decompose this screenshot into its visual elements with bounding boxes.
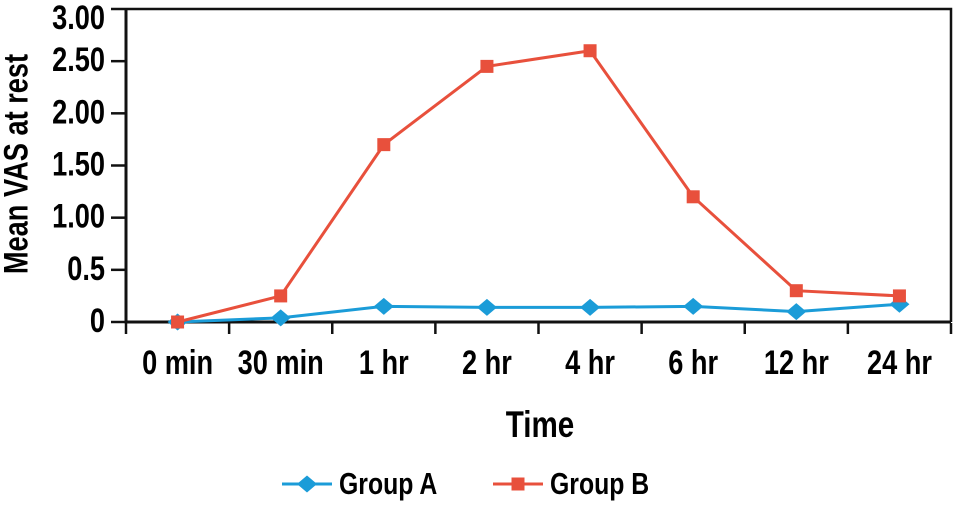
x-tick-label: 6 hr [668,343,718,382]
group-b-marker [274,289,288,303]
group-b-marker [892,289,906,303]
series-group-b [171,44,906,329]
group-a-marker [270,309,291,327]
group-a-marker [786,303,807,321]
y-axis-title: Mean VAS at rest [0,53,36,275]
legend-item-group-b: Group B [492,466,674,502]
legend-label-group-a: Group A [339,466,438,501]
group-a-marker [373,297,394,315]
y-tick-label: 0 [90,301,105,340]
legend: Group A Group B [0,466,955,502]
group-a-marker-icon [282,475,333,493]
x-tick-label: 24 hr [867,343,932,382]
group-a-line [177,302,900,324]
group-b-marker [583,44,597,58]
group-b-marker [686,190,700,204]
y-tick-label: 1.50 [52,145,105,184]
legend-item-group-a: Group A [281,466,462,502]
group-b-marker [171,315,185,329]
group-b-marker [377,138,391,152]
y-tick-label: 0.5 [67,249,105,288]
group-b-marker [480,59,494,73]
y-tick-label: 3.00 [52,0,105,37]
x-tick-label: 1 hr [359,343,409,382]
y-tick-label: 2.50 [52,40,105,79]
x-axis-title: Time [505,404,575,445]
x-tick-label: 4 hr [565,343,615,382]
group-a-marker [476,298,497,316]
x-tick-label: 12 hr [764,343,829,382]
series-group-a [167,295,910,331]
x-tick-label: 0 min [142,343,213,382]
group-a-marker [683,297,704,315]
group-b-marker-icon [492,477,543,491]
legend-label-group-b: Group B [549,466,650,501]
group-a-marker [580,298,601,316]
legend-diamond [297,475,318,493]
legend-square [511,477,525,491]
plot-border [126,7,953,322]
x-tick-label: 2 hr [462,343,512,382]
group-b-marker [789,284,803,298]
group-b-line [177,49,900,324]
y-tick-label: 2.00 [52,92,105,131]
y-tick-label: 1.00 [52,197,105,236]
x-tick-label: 30 min [238,343,324,382]
